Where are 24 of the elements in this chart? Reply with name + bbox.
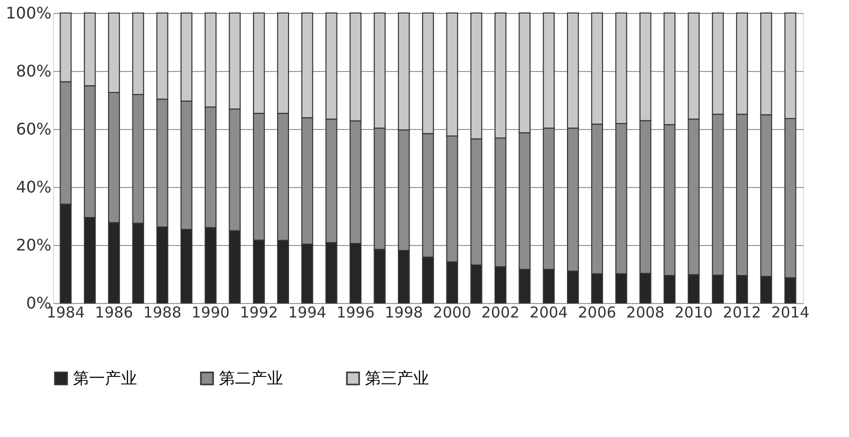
y-tick-label: 40%	[16, 178, 52, 196]
x-tick-label: 2006	[578, 304, 616, 322]
x-tick-label: 1986	[94, 304, 134, 322]
x-tick-label: 2014	[771, 304, 810, 322]
x-tick-label: 1988	[143, 304, 182, 322]
x-tick-label: 1990	[192, 304, 230, 322]
y-tick-label: 80%	[16, 62, 52, 80]
x-tick-label: 2000	[433, 304, 472, 322]
x-tick-label: 2008	[626, 304, 664, 322]
legend-label: 第三产业	[365, 368, 429, 388]
y-tick-label: 100%	[6, 4, 52, 22]
legend-label: 第一产业	[73, 368, 137, 388]
x-tick-label: 2004	[530, 304, 568, 322]
x-tick-label: 1996	[336, 304, 375, 322]
legend-label: 第二产业	[219, 368, 283, 388]
y-tick-label: 20%	[16, 236, 52, 254]
y-tick-label: 0%	[26, 294, 52, 312]
x-tick-label: 2010	[674, 304, 713, 322]
x-tick-label: 2002	[481, 304, 520, 322]
x-tick-label: 2012	[722, 304, 762, 322]
y-tick-label: 60%	[16, 120, 52, 138]
x-tick-label: 1992	[240, 304, 278, 322]
x-tick-label: 1994	[288, 304, 326, 322]
x-tick-label: 1998	[384, 304, 423, 322]
